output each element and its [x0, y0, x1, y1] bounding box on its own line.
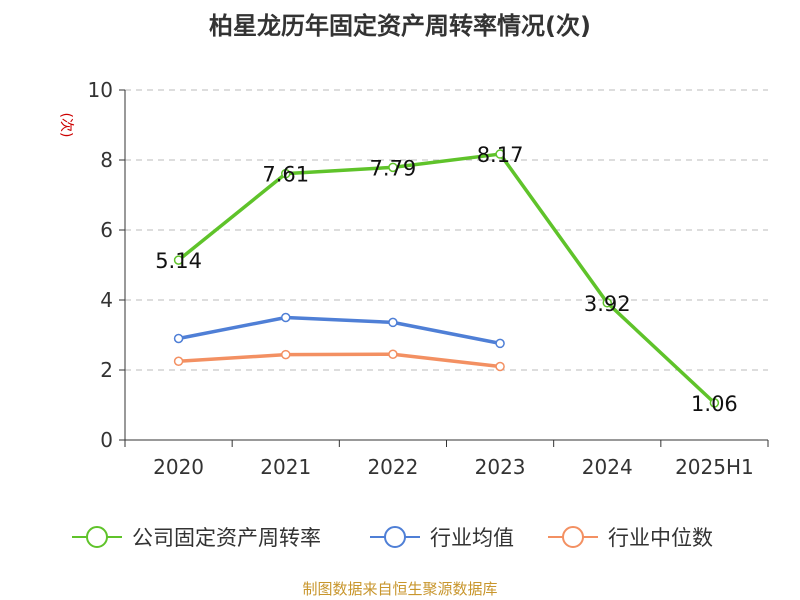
data-point	[281, 168, 291, 179]
y-tick-label: 6	[100, 218, 113, 242]
legend-marker	[86, 526, 108, 548]
y-tick-label: 0	[100, 428, 113, 452]
legend-label: 行业均值	[430, 526, 514, 550]
data-point	[173, 333, 184, 344]
y-tick-label: 8	[100, 148, 113, 172]
legend-label: 公司固定资产周转率	[132, 526, 321, 550]
data-label: 3.92	[584, 292, 631, 316]
y-tick-label: 4	[100, 288, 113, 312]
legend-label: 行业中位数	[608, 526, 713, 550]
x-tick-label: 2023	[475, 455, 526, 479]
series-line	[178, 315, 501, 346]
data-label: 8.17	[477, 143, 524, 167]
x-tick-label: 2025H1	[675, 455, 754, 479]
x-tick-label: 2021	[260, 455, 311, 479]
data-point	[281, 349, 291, 360]
data-label: 1.06	[691, 392, 738, 416]
data-point	[173, 356, 184, 366]
chart-title: 柏星龙历年固定资产周转率情况(次)	[209, 12, 591, 40]
x-tick-label: 2022	[367, 455, 418, 479]
series-line	[178, 352, 501, 369]
series-line	[177, 152, 716, 405]
data-source-note: 制图数据来自恒生聚源数据库	[302, 580, 498, 598]
data-point	[388, 349, 398, 359]
data-point	[495, 149, 505, 159]
data-point	[495, 338, 505, 349]
x-tick-label: 2024	[582, 455, 633, 479]
data-point	[173, 255, 184, 265]
data-label: 7.79	[370, 156, 417, 180]
data-point	[602, 298, 612, 308]
data-point	[495, 361, 505, 372]
data-point	[281, 312, 291, 323]
data-label: 7.61	[262, 163, 309, 187]
data-point	[709, 398, 720, 408]
y-axis-label: (次)	[58, 113, 74, 138]
legend-marker	[384, 526, 406, 548]
data-point	[388, 162, 398, 173]
y-tick-label: 10	[88, 78, 113, 102]
x-tick-label: 2020	[153, 455, 204, 479]
data-point	[388, 317, 398, 328]
legend-marker	[562, 526, 584, 548]
data-label: 5.14	[155, 249, 202, 273]
y-tick-label: 2	[100, 358, 113, 382]
